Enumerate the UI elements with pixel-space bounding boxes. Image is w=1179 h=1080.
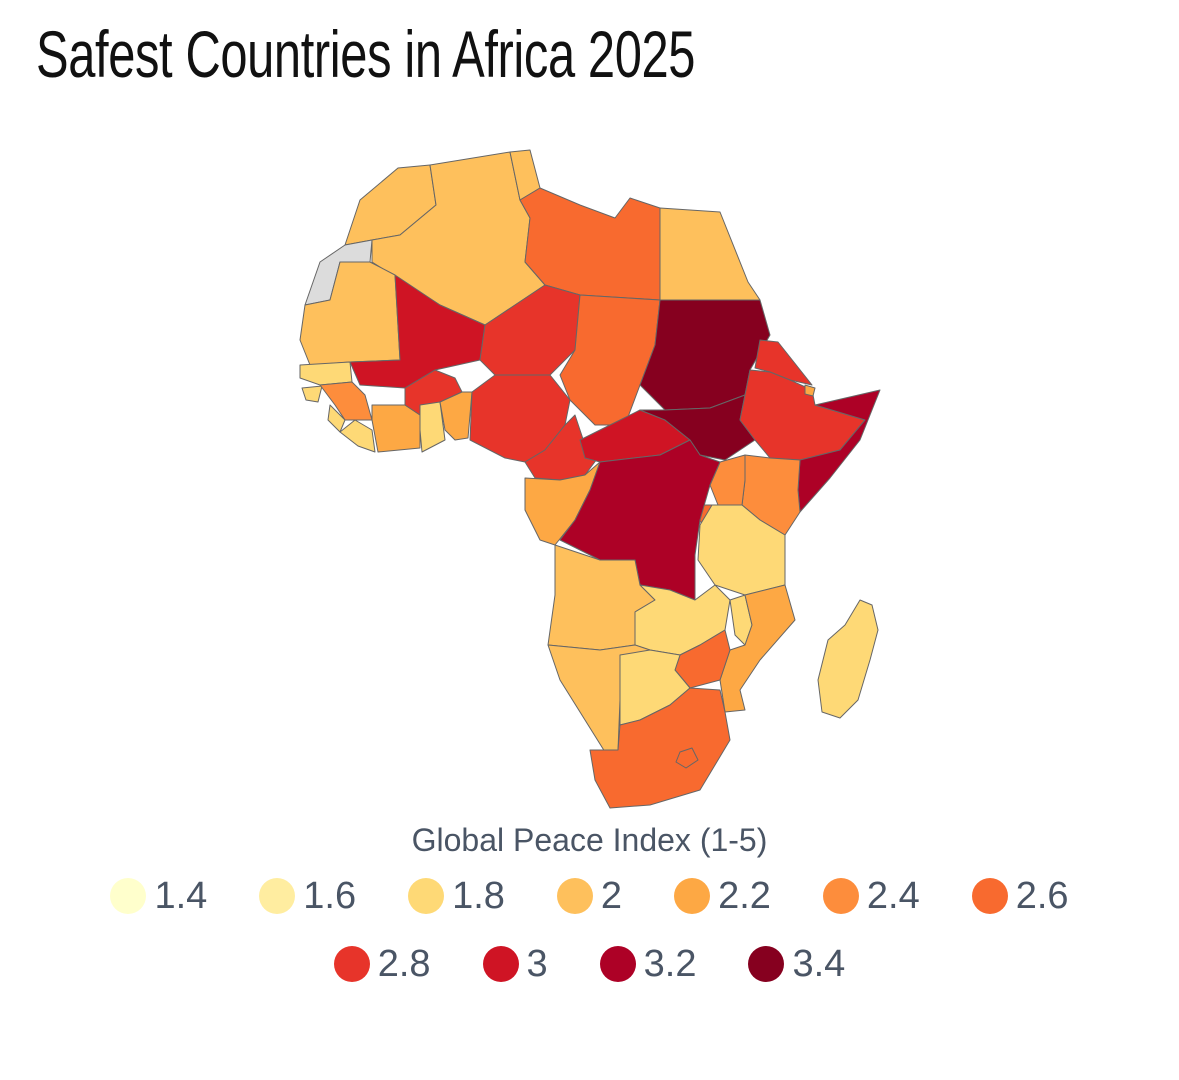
country-guinea[interactable] — [319, 381, 373, 421]
legend-swatch — [110, 878, 147, 914]
legend-label: 2.4 — [866, 875, 920, 917]
country-niger[interactable] — [479, 284, 581, 376]
legend-title: Global Peace Index (1-5) — [411, 822, 768, 858]
country-djibouti[interactable] — [804, 384, 816, 397]
legend-row-1: 1.4 1.6 1.8 2 2.2 2.4 2.6 — [0, 872, 1179, 920]
legend-label: 2 — [600, 875, 623, 917]
country-togo-benin[interactable] — [439, 391, 473, 441]
legend-swatch — [748, 946, 785, 982]
legend-swatch — [259, 878, 296, 914]
legend-item: 2 — [556, 872, 623, 920]
legend-item: 3.4 — [748, 940, 845, 988]
legend-item: 2.2 — [674, 872, 771, 920]
legend-label: 1.8 — [452, 875, 505, 917]
legend-label: 1.6 — [303, 875, 357, 917]
country-liberia[interactable] — [339, 419, 376, 453]
legend-label: 3.4 — [792, 943, 846, 985]
legend-item: 3.2 — [599, 940, 697, 988]
legend-item: 1.4 — [110, 872, 207, 920]
africa-choropleth-map — [299, 149, 881, 809]
legend-swatch — [822, 878, 859, 914]
country-senegal[interactable] — [299, 361, 353, 386]
legend-label: 1.4 — [154, 875, 208, 917]
legend-item: 2.4 — [822, 872, 920, 920]
country-south-africa[interactable] — [589, 687, 731, 809]
legend-swatch — [599, 946, 636, 982]
legend-swatch — [482, 946, 519, 982]
legend-swatch — [556, 878, 593, 914]
legend-item: 3 — [482, 940, 548, 988]
country-egypt[interactable] — [659, 207, 761, 301]
legend-label: 2.6 — [1015, 875, 1069, 917]
legend-item: 1.6 — [259, 872, 356, 920]
legend-label: 3.2 — [643, 943, 697, 985]
country-cote-divoire[interactable] — [371, 404, 421, 453]
legend-item: 2.8 — [333, 940, 431, 988]
legend-swatch — [408, 878, 445, 914]
country-madagascar[interactable] — [817, 599, 879, 719]
legend-swatch — [674, 878, 711, 914]
legend-item: 1.8 — [408, 872, 505, 920]
legend-label: 2.8 — [377, 943, 431, 985]
legend-label: 3 — [526, 943, 548, 985]
map-title: Safest Countries in Africa 2025 — [36, 17, 696, 91]
legend-item: 2.6 — [971, 872, 1069, 920]
country-mozambique[interactable] — [719, 584, 796, 713]
legend-label: 2.2 — [718, 875, 771, 917]
country-lesotho[interactable] — [675, 747, 699, 769]
legend-row-2: 2.8 3 3.2 3.4 — [0, 940, 1179, 988]
country-guinea-bissau[interactable] — [301, 385, 323, 403]
legend-swatch — [333, 946, 370, 982]
country-ghana[interactable] — [419, 401, 446, 453]
legend-swatch — [971, 878, 1008, 914]
